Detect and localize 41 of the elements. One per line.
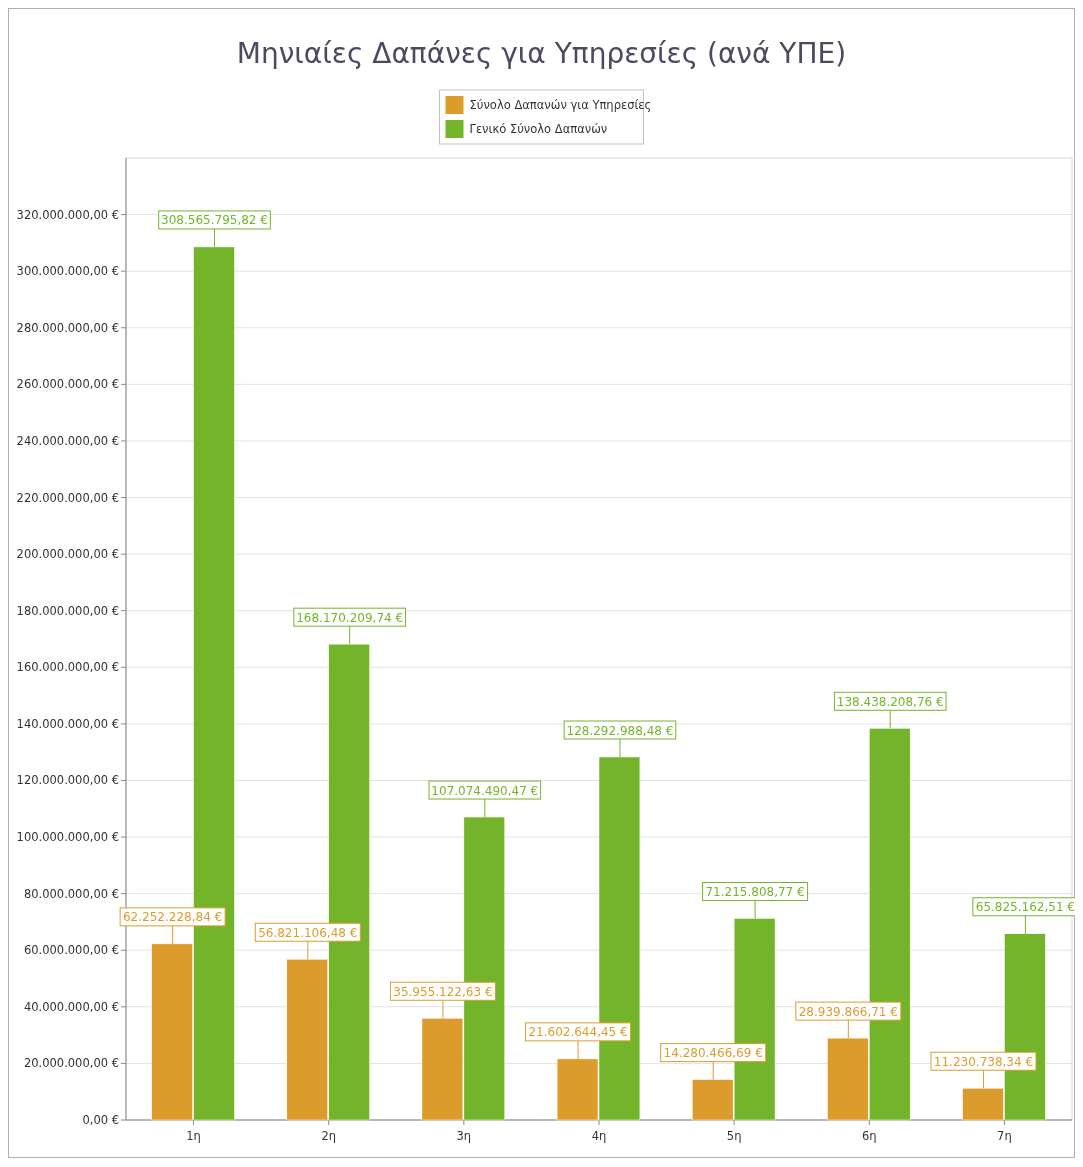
x-tick-label: 4η	[591, 1129, 607, 1143]
data-label: 62.252.228,84 €	[123, 910, 223, 925]
data-label: 11.230.738,34 €	[933, 1054, 1034, 1069]
y-tick-label: 60.000.000,00 €	[23, 943, 119, 958]
data-label: 71.215.808,77 €	[705, 885, 805, 899]
y-tick-label: 320.000.000,00 €	[16, 207, 119, 222]
legend-label: Γενικό Σύνολο Δαπανών	[469, 122, 608, 136]
x-tick-label: 3η	[456, 1129, 472, 1143]
data-label: 56.821.106,48 €	[258, 925, 358, 940]
y-tick-label: 180.000.000,00 €	[16, 603, 119, 618]
y-tick-label: 100.000.000,00 €	[16, 830, 119, 845]
y-tick-label: 0,00 €	[82, 1113, 119, 1127]
x-tick-label: 1η	[186, 1129, 201, 1143]
y-tick-label: 240.000.000,00 €	[16, 433, 119, 448]
y-tick-label: 80.000.000,00 €	[23, 886, 119, 901]
data-label: 65.825.162,51 €	[975, 900, 1075, 915]
x-tick-label: 7η	[997, 1129, 1012, 1143]
data-label: 14.280.466,69 €	[663, 1046, 763, 1061]
y-tick-label: 200.000.000,00 €	[16, 547, 119, 562]
y-tick-label: 280.000.000,00 €	[16, 320, 119, 335]
y-tick-label: 160.000.000,00 €	[16, 660, 119, 675]
x-tick-label: 6η	[861, 1129, 877, 1143]
y-tick-label: 120.000.000,00 €	[16, 773, 119, 788]
data-label: 128.292.988,48 €	[566, 723, 674, 738]
data-label: 138.438.208,76 €	[836, 694, 944, 709]
data-label: 35.955.122,63 €	[393, 984, 493, 999]
legend-label: Σύνολο Δαπανών για Υπηρεσίες	[469, 98, 652, 112]
data-label: 107.074.490,47 €	[431, 783, 539, 798]
y-tick-label: 140.000.000,00 €	[16, 716, 119, 731]
data-label: 21.602.644,45 €	[528, 1025, 628, 1040]
x-tick-label: 2η	[321, 1129, 337, 1143]
y-tick-label: 20.000.000,00 €	[23, 1056, 119, 1071]
y-tick-label: 40.000.000,00 €	[23, 999, 119, 1014]
y-tick-label: 300.000.000,00 €	[16, 264, 119, 279]
data-label: 28.939.866,71 €	[798, 1004, 898, 1019]
x-tick-label: 5η	[726, 1129, 742, 1143]
data-label: 308.565.795,82 €	[161, 213, 268, 228]
chart-title: Μηνιαίες Δαπάνες για Υπηρεσίες (ανά ΥΠΕ)	[236, 37, 847, 70]
data-label: 168.170.209,74 €	[296, 610, 404, 625]
y-tick-label: 260.000.000,00 €	[16, 377, 119, 392]
y-tick-label: 220.000.000,00 €	[16, 490, 119, 505]
